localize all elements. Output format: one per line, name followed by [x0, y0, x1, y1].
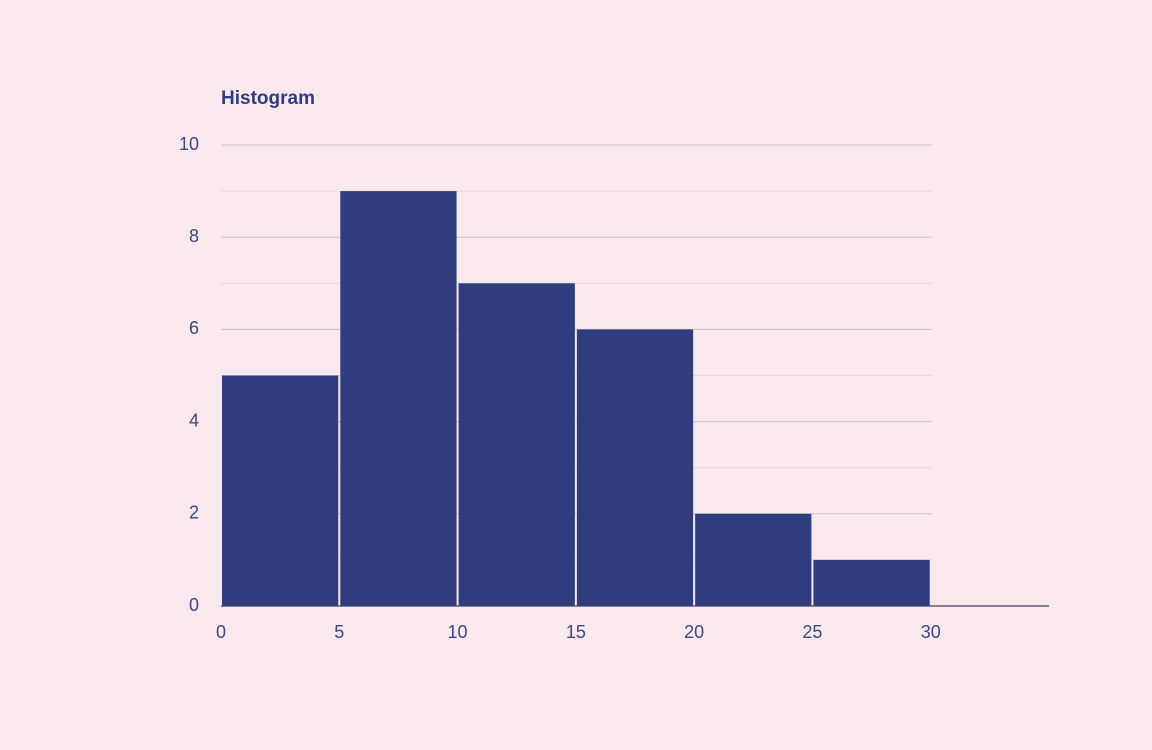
bar	[340, 191, 457, 606]
bar	[813, 559, 930, 606]
y-tick-label: 0	[189, 595, 199, 615]
x-tick-label: 15	[566, 622, 586, 642]
chart-title: Histogram	[221, 88, 315, 109]
x-tick-label: 20	[684, 622, 704, 642]
x-tick-label: 5	[334, 622, 344, 642]
bar	[458, 283, 575, 606]
y-tick-label: 4	[189, 410, 199, 430]
x-tick-label: 25	[802, 622, 822, 642]
bar	[222, 375, 339, 606]
y-tick-label: 10	[179, 134, 199, 154]
y-tick-label: 8	[189, 226, 199, 246]
x-tick-label: 0	[216, 622, 226, 642]
y-tick-label: 6	[189, 318, 199, 338]
bar	[576, 329, 694, 606]
y-tick-label: 2	[189, 503, 199, 523]
x-tick-label: 10	[448, 622, 468, 642]
x-tick-label: 30	[921, 622, 941, 642]
bar	[695, 513, 812, 606]
